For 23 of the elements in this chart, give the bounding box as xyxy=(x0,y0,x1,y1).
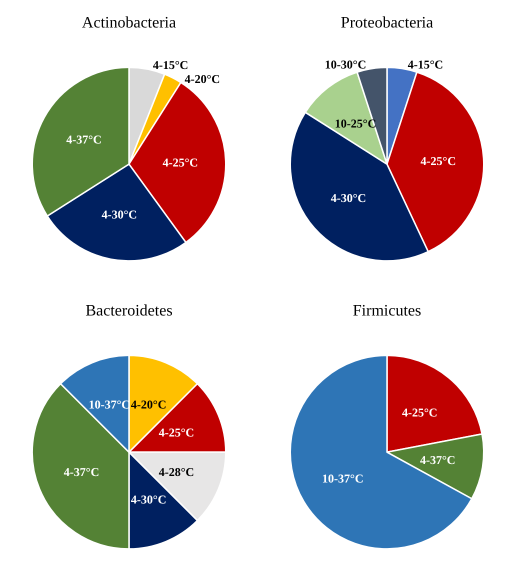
slice-label: 4-25°C xyxy=(158,426,194,440)
chart-title: Actinobacteria xyxy=(82,14,176,32)
slice-label: 10-37°C xyxy=(88,398,130,412)
chart-title: Firmicutes xyxy=(352,302,422,320)
slice-label: 4-30°C xyxy=(130,492,166,507)
slice-label: 10-37°C xyxy=(322,471,364,486)
slice-label: 4-37°C xyxy=(64,464,100,479)
chart-title: Proteobacteria xyxy=(340,14,434,32)
slice-label: 4-15°C xyxy=(152,58,188,72)
slice-label: 4-37°C xyxy=(420,453,456,468)
slice-label: 10-25°C xyxy=(334,116,376,131)
chart-title: Bacteroidetes xyxy=(85,302,173,320)
slice-label: 4-25°C xyxy=(162,156,198,170)
slice-label: 10-30°C xyxy=(324,58,366,72)
slice-label: 4-15°C xyxy=(408,58,444,72)
slice-label: 4-20°C xyxy=(130,398,166,412)
slice-label: 4-28°C xyxy=(158,464,194,479)
slice-label: 4-25°C xyxy=(420,154,456,168)
slice-label: 4-25°C xyxy=(402,406,438,420)
slice-label: 4-20°C xyxy=(184,72,220,86)
slice-label: 4-30°C xyxy=(102,208,138,222)
slice-label: 4-37°C xyxy=(66,132,102,146)
slice-label: 4-30°C xyxy=(330,191,366,206)
